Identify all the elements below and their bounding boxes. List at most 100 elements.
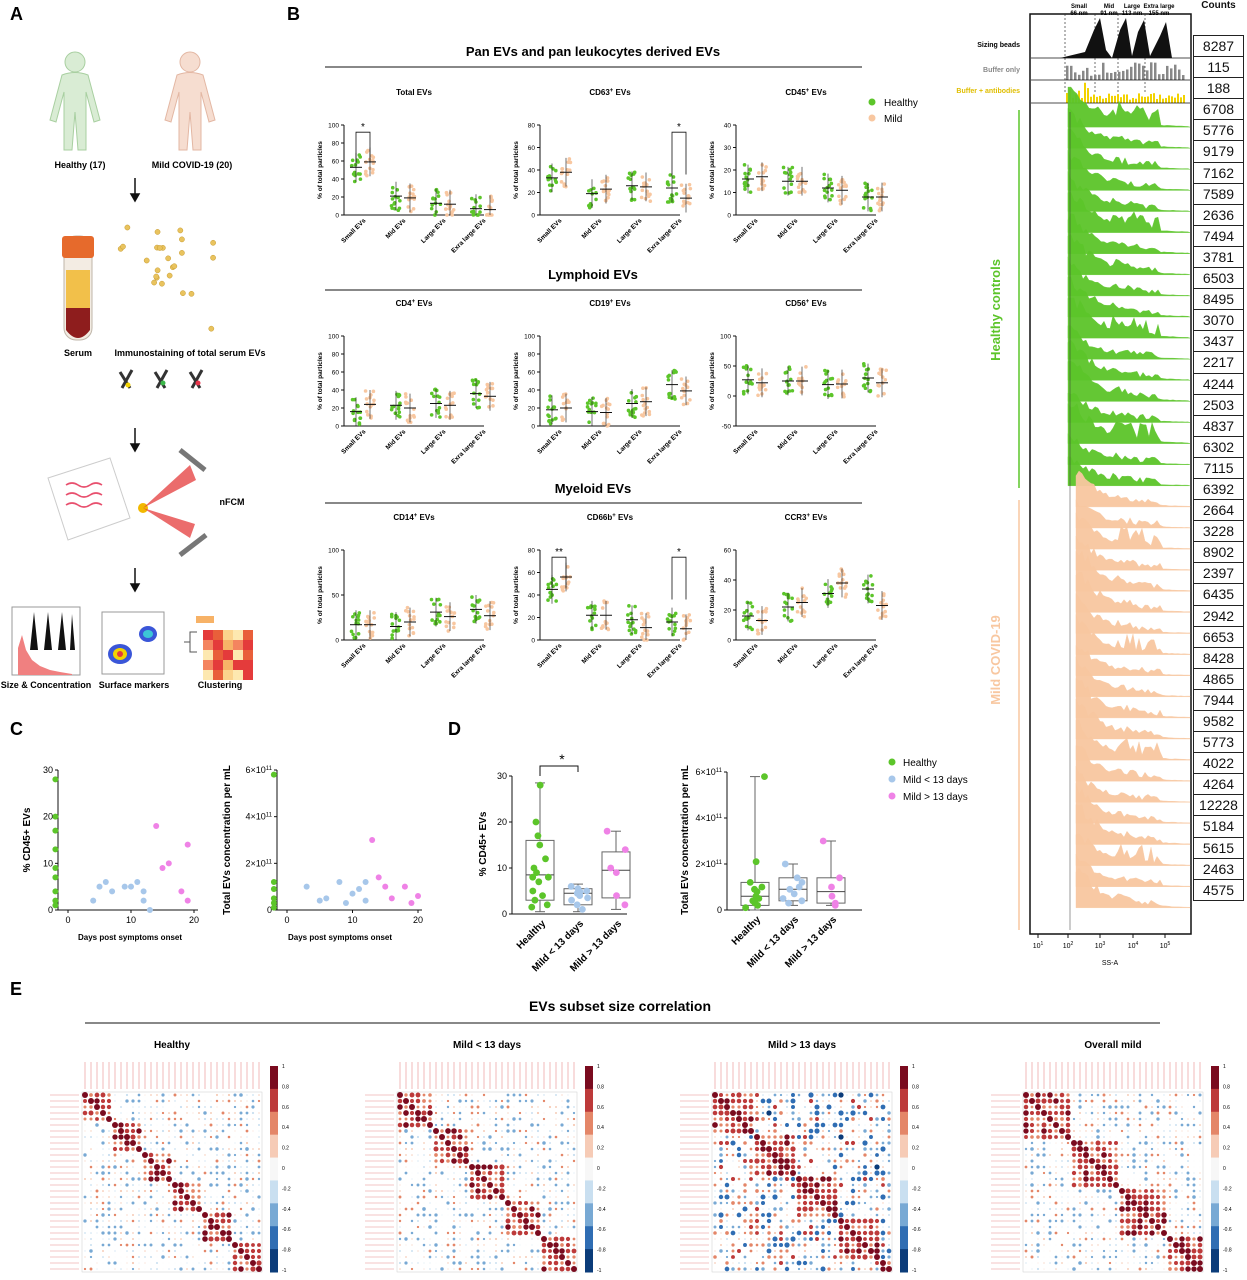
correlation-cell	[725, 1249, 729, 1253]
correlation-cell	[826, 1200, 832, 1206]
c-left-ylabel: % CD45+ EVs	[22, 807, 33, 872]
correlation-cell	[857, 1255, 861, 1259]
correlation-cell	[863, 1153, 867, 1157]
correlation-cell	[131, 1261, 135, 1265]
correlation-cell	[810, 1172, 812, 1174]
correlation-cell	[713, 1213, 717, 1217]
correlation-cell	[464, 1093, 468, 1097]
correlation-cell	[773, 1165, 777, 1169]
correlation-cell	[821, 1195, 825, 1199]
correlation-cell	[421, 1116, 427, 1122]
mild-point	[407, 634, 411, 638]
correlation-cell	[748, 1128, 754, 1134]
correlation-cell	[749, 1237, 753, 1241]
correlation-cell	[118, 1128, 124, 1134]
significance-bracket	[355, 131, 371, 163]
mild-point	[763, 387, 768, 392]
correlation-cell	[833, 1111, 837, 1115]
mild-point	[411, 187, 416, 192]
correlation-cell	[222, 1124, 224, 1126]
correlation-cell	[89, 1255, 93, 1259]
antibody-bar	[1084, 82, 1086, 103]
d-significance: *	[559, 751, 565, 767]
correlation-cell	[428, 1129, 432, 1133]
antibody-bar	[1141, 96, 1143, 103]
x-tick-label: Small EVs	[536, 217, 563, 244]
immunostaining-label: Immunostaining of total serum EVs	[114, 348, 265, 358]
correlation-cell	[197, 1099, 201, 1103]
correlation-cell	[791, 1219, 795, 1223]
correlation-cell	[523, 1212, 529, 1218]
count-cell: 7494	[1194, 226, 1243, 247]
correlation-cell	[500, 1213, 504, 1217]
mild-point	[641, 386, 645, 391]
mild-point	[445, 213, 449, 217]
legend-swatch	[888, 758, 896, 766]
correlation-cell	[167, 1141, 171, 1145]
correlation-cell	[458, 1177, 462, 1181]
correlation-cell	[1174, 1111, 1178, 1115]
correlation-cell	[1138, 1111, 1142, 1115]
correlation-cell	[1181, 1112, 1183, 1114]
correlation-cell	[398, 1129, 402, 1133]
correlation-cell	[120, 1250, 122, 1252]
correlation-cell	[560, 1111, 564, 1115]
mild-point	[639, 611, 644, 616]
correlation-cell	[714, 1154, 716, 1156]
healthy-point	[270, 886, 277, 892]
correlation-cell	[192, 1166, 194, 1168]
correlation-cell	[882, 1202, 884, 1204]
group-point	[752, 858, 760, 866]
healthy-histogram	[1067, 192, 1191, 233]
correlation-cell	[571, 1248, 577, 1254]
correlation-cell	[423, 1148, 425, 1150]
healthy-point	[471, 213, 476, 217]
correlation-cell	[827, 1129, 831, 1133]
healthy-point	[478, 204, 482, 208]
correlation-cell	[210, 1202, 212, 1204]
correlation-cell	[162, 1214, 164, 1216]
correlation-cell	[459, 1196, 461, 1198]
correlation-cell	[156, 1250, 158, 1252]
late-point	[153, 823, 160, 829]
correlation-cell	[1097, 1100, 1099, 1102]
correlation-cell	[791, 1135, 795, 1139]
correlation-cell	[517, 1218, 523, 1224]
healthy-point	[52, 865, 59, 871]
correlation-cell	[834, 1268, 836, 1270]
correlation-cell	[767, 1135, 771, 1139]
mild-point	[405, 401, 410, 405]
ev-particle	[208, 325, 215, 332]
mild-point	[364, 619, 368, 624]
correlation-cell	[239, 1171, 243, 1175]
correlation-cell	[537, 1118, 539, 1120]
healthy-point	[396, 625, 401, 629]
healthy-point	[478, 210, 482, 214]
healthy-point	[783, 191, 788, 195]
correlation-cell	[210, 1256, 212, 1258]
mild-point	[486, 603, 491, 608]
legend-swatch	[868, 114, 876, 122]
correlation-cell	[573, 1136, 575, 1138]
correlation-cell	[246, 1136, 248, 1138]
correlation-cell	[499, 1170, 505, 1176]
correlation-cell	[464, 1183, 468, 1187]
correlation-cell	[161, 1117, 165, 1121]
mild-point	[450, 394, 454, 399]
correlation-cell	[882, 1112, 884, 1114]
early-point	[362, 879, 369, 885]
mild-point	[762, 183, 767, 188]
correlation-cell	[1073, 1124, 1075, 1126]
correlation-cell	[887, 1171, 891, 1175]
mild-point	[407, 613, 412, 618]
correlation-cell	[1097, 1106, 1099, 1108]
mild-point	[685, 401, 690, 406]
correlation-cell	[834, 1154, 836, 1156]
correlation-cell	[513, 1160, 515, 1162]
correlation-cell	[257, 1117, 261, 1121]
correlation-cell	[102, 1124, 104, 1126]
correlation-cell	[124, 1122, 130, 1128]
correlation-cell	[192, 1256, 194, 1258]
correlation-cell	[138, 1184, 140, 1186]
correlation-cell	[1059, 1104, 1065, 1110]
